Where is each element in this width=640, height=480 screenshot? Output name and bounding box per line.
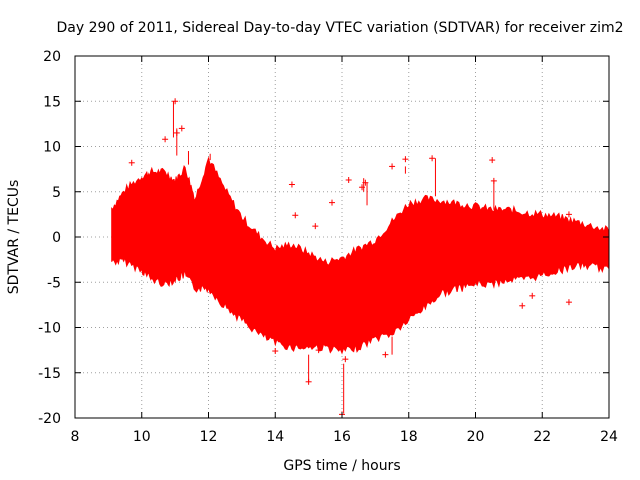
data-points <box>128 98 572 418</box>
outlier-point <box>172 98 179 105</box>
x-tick-label: 20 <box>467 429 485 445</box>
y-tick-label: 15 <box>43 94 61 110</box>
outlier-point <box>565 299 572 306</box>
outlier-point <box>402 156 409 163</box>
x-tick-label: 24 <box>600 429 618 445</box>
y-tick-label: -20 <box>38 411 61 427</box>
y-tick-label: 10 <box>43 140 61 156</box>
outlier-point <box>429 155 436 162</box>
outlier-point <box>272 348 279 355</box>
x-tick-label: 12 <box>200 429 218 445</box>
outlier-point <box>128 159 135 166</box>
y-tick-label: -10 <box>38 321 61 337</box>
outlier-point <box>288 181 295 188</box>
y-tick-labels: -20 -15 -10 -5 0 5 10 15 20 <box>38 49 61 427</box>
outlier-point <box>328 199 335 206</box>
outlier-point <box>342 356 349 363</box>
y-tick-label: -5 <box>47 275 61 291</box>
x-tick-label: 8 <box>71 429 80 445</box>
outlier-point <box>529 292 536 299</box>
outlier-point <box>178 125 185 132</box>
outlier-point <box>305 378 312 385</box>
outlier-point <box>489 157 496 164</box>
outlier-point <box>292 212 299 219</box>
x-tick-labels: 8 10 12 14 16 18 20 22 24 <box>71 429 618 445</box>
chart-title: Day 290 of 2011, Sidereal Day-to-day VTE… <box>57 20 624 36</box>
outlier-point <box>389 163 396 170</box>
outlier-point <box>359 184 366 191</box>
outlier-point <box>565 211 572 218</box>
y-tick-label: 0 <box>52 230 61 246</box>
y-axis-label: SDTVAR / TECUs <box>6 180 22 295</box>
outlier-point <box>362 179 369 186</box>
outlier-point <box>490 177 497 184</box>
x-axis-label: GPS time / hours <box>283 458 400 474</box>
outlier-point <box>315 347 322 354</box>
data-band <box>111 101 610 414</box>
y-tick-label: 5 <box>52 185 61 201</box>
outlier-point <box>519 302 526 309</box>
outlier-point <box>173 129 180 136</box>
outlier-point <box>162 136 169 143</box>
x-tick-label: 14 <box>266 429 284 445</box>
outlier-point <box>345 176 352 183</box>
y-tick-label: -15 <box>38 366 61 382</box>
outlier-point <box>382 351 389 358</box>
y-tick-label: 20 <box>43 49 61 65</box>
x-tick-label: 18 <box>400 429 418 445</box>
x-tick-label: 10 <box>133 429 151 445</box>
plot-frame <box>74 55 610 419</box>
outlier-point <box>312 223 319 230</box>
x-tick-label: 22 <box>533 429 551 445</box>
x-tick-label: 16 <box>333 429 351 445</box>
